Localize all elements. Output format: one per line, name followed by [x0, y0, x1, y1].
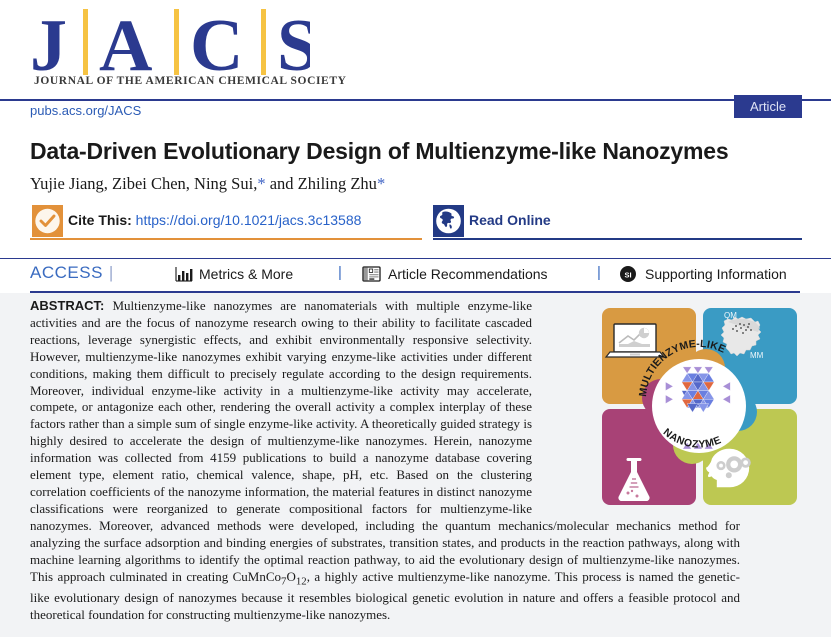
svg-text:MM: MM — [750, 351, 764, 360]
svg-text:S: S — [277, 7, 310, 85]
svg-text:A: A — [99, 7, 152, 85]
svg-text:J: J — [30, 7, 67, 85]
svg-text:SI: SI — [624, 271, 631, 280]
svg-text:C: C — [190, 7, 243, 85]
